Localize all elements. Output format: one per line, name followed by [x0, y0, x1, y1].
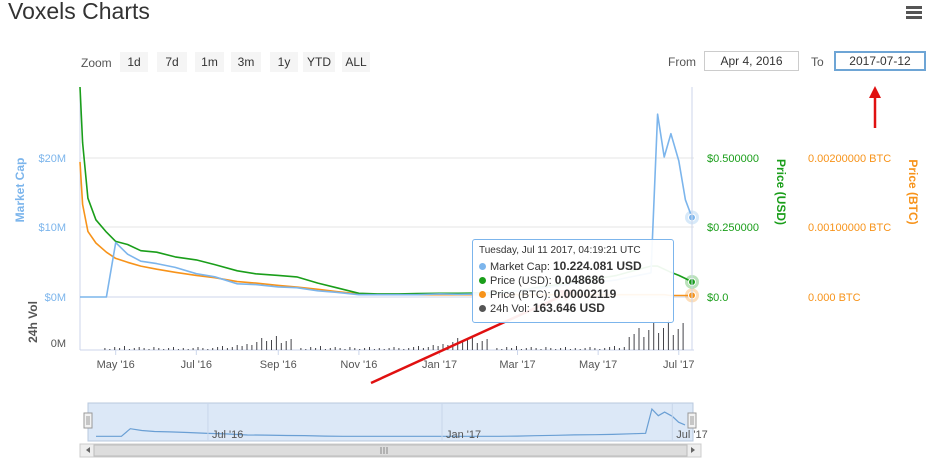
tooltip-row-price-btc: Price (BTC): 0.00002119: [479, 287, 667, 301]
navigator-tick-label: Jan '17: [446, 429, 481, 441]
navigator-mask[interactable]: [87, 402, 694, 442]
btc-axis-title: Price (BTC): [906, 159, 920, 224]
navigator-right-handle[interactable]: [687, 412, 697, 429]
left-axis-tick: $10M: [38, 222, 66, 234]
tooltip-value: 163.646 USD: [532, 301, 605, 315]
navigator-tick-label: Jul '16: [212, 429, 243, 441]
btc-axis-tick: 0.00100000 BTC: [808, 222, 891, 234]
tooltip-label: 24h Vol:: [490, 303, 533, 315]
from-label: From: [668, 55, 696, 69]
usd-axis-tick: $0.0: [707, 292, 728, 304]
series-dot: [479, 277, 486, 284]
tooltip-row-market-cap: Market Cap: 10.224.081 USD: [479, 259, 667, 273]
tooltip-label: Market Cap:: [490, 261, 553, 273]
volume-axis-title: 24h Vol: [26, 301, 40, 343]
x-tick-label: Mar '17: [499, 359, 535, 371]
zoom-3m-button[interactable]: 3m: [231, 52, 261, 72]
usd-axis-tick: $0.500000: [707, 153, 759, 165]
tooltip-value: 10.224.081 USD: [552, 259, 642, 273]
zoom-7d-button[interactable]: 7d: [157, 52, 187, 72]
from-date-input[interactable]: [704, 51, 799, 71]
scroll-left-arrow-icon[interactable]: [86, 447, 90, 453]
tooltip: Tuesday, Jul 11 2017, 04:19:21 UTC Marke…: [472, 239, 674, 323]
usd-axis-tick: $0.250000: [707, 222, 759, 234]
to-date-input[interactable]: [834, 51, 926, 71]
tooltip-value: 0.048686: [554, 273, 605, 287]
tooltip-label: Price (BTC):: [490, 289, 554, 301]
zoom-label: Zoom: [81, 56, 112, 70]
tooltip-header: Tuesday, Jul 11 2017, 04:19:21 UTC: [479, 245, 641, 256]
to-label: To: [811, 55, 824, 69]
zoom-all-button[interactable]: ALL: [342, 52, 370, 72]
x-tick-label: Nov '16: [340, 359, 377, 371]
zoom-1y-button[interactable]: 1y: [270, 52, 298, 72]
left-axis-title: Market Cap: [13, 158, 27, 223]
x-tick-label: Jul '16: [181, 359, 212, 371]
x-tick-label: May '17: [579, 359, 617, 371]
series-dot: [479, 305, 486, 312]
navigator-series: [96, 407, 686, 437]
hamburger-menu-icon[interactable]: [906, 6, 922, 19]
series-dot: [479, 263, 486, 270]
scroll-right-arrow-icon[interactable]: [691, 447, 695, 453]
btc-axis-tick: 0.000 BTC: [808, 292, 861, 304]
usd-axis-title: Price (USD): [774, 159, 788, 225]
annotation-arrowhead: [869, 86, 881, 98]
page-title: Voxels Charts: [8, 0, 150, 24]
volume-axis-tick: 0M: [51, 338, 66, 350]
tooltip-row-volume: 24h Vol: 163.646 USD: [479, 301, 667, 315]
zoom-1m-button[interactable]: 1m: [195, 52, 224, 72]
tooltip-label: Price (USD):: [490, 275, 555, 287]
tooltip-value: 0.00002119: [553, 287, 617, 301]
left-axis-tick: $20M: [38, 153, 66, 165]
zoom-1d-button[interactable]: 1d: [120, 52, 148, 72]
navigator-tick-label: Jul '17: [676, 429, 707, 441]
tooltip-row-price-usd: Price (USD): 0.048686: [479, 273, 667, 287]
zoom-ytd-button[interactable]: YTD: [303, 52, 335, 72]
left-axis-tick: $0M: [45, 292, 66, 304]
scrollbar-thumb[interactable]: [93, 444, 688, 457]
navigator-left-handle[interactable]: [83, 412, 93, 429]
x-tick-label: Jul '17: [663, 359, 694, 371]
btc-axis-tick: 0.00200000 BTC: [808, 153, 891, 165]
x-tick-label: Sep '16: [260, 359, 297, 371]
x-tick-label: Jan '17: [422, 359, 457, 371]
x-tick-label: May '16: [97, 359, 135, 371]
series-dot: [479, 291, 486, 298]
